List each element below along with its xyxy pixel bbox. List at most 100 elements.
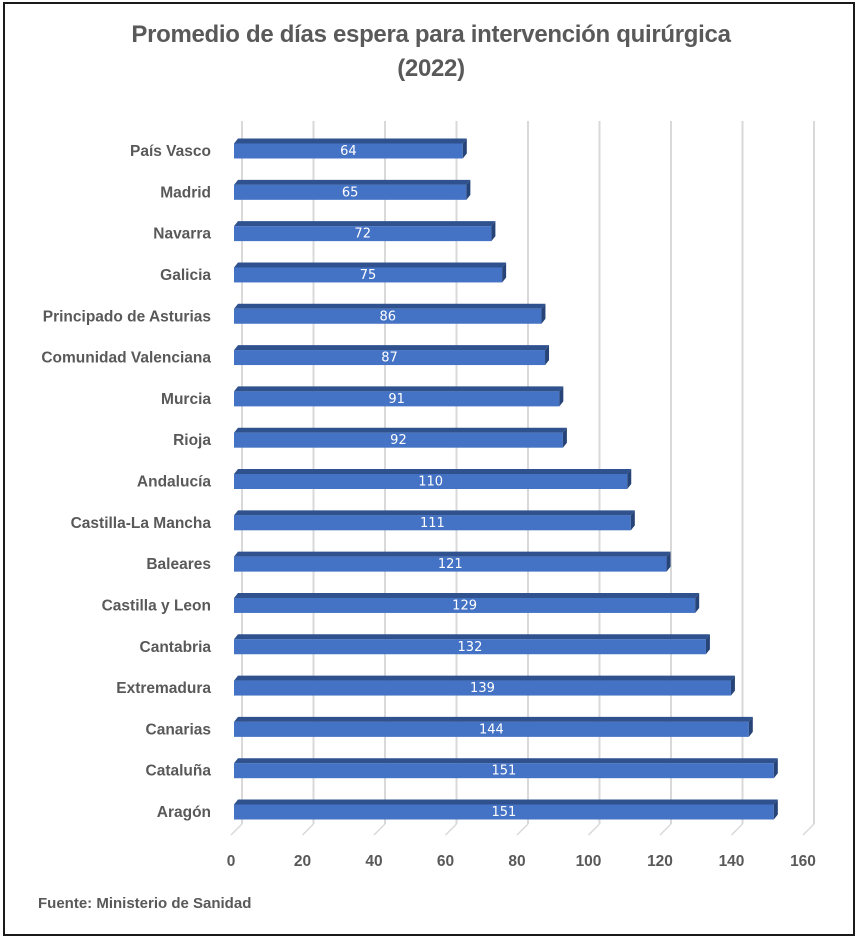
data-label: 139	[470, 681, 495, 696]
bar-front	[234, 639, 706, 655]
category-label: Galicia	[160, 267, 211, 284]
category-label: Andalucía	[137, 474, 211, 491]
category-label: Principado de Asturias	[43, 308, 211, 325]
bar: 129	[234, 592, 700, 613]
category-label: Comunidad Valenciana	[41, 350, 211, 367]
data-label: 75	[360, 268, 377, 283]
x-tick-label: 40	[365, 853, 382, 870]
chart-title-line1: Promedio de días espera para intervenció…	[131, 21, 731, 48]
bar: 111	[234, 510, 635, 531]
bar-top	[234, 799, 778, 805]
bar-top	[234, 510, 635, 516]
bar-side	[773, 758, 778, 779]
data-label: 144	[479, 722, 504, 737]
data-label: 151	[491, 805, 516, 820]
category-label: Navarra	[153, 226, 211, 243]
bar: 92	[234, 427, 567, 448]
bar: 87	[234, 345, 550, 366]
bar-front	[234, 267, 503, 283]
bar-front	[234, 556, 667, 572]
bar-front	[234, 721, 749, 737]
category-label: Castilla-La Mancha	[71, 515, 212, 532]
bar-side	[562, 427, 567, 448]
bar: 121	[234, 551, 671, 572]
bar-top	[234, 221, 496, 227]
bar: 72	[234, 221, 496, 242]
bar-side	[705, 634, 710, 655]
bar-side	[466, 179, 471, 200]
data-label: 87	[381, 351, 398, 366]
bar-side	[695, 592, 700, 613]
bar-front	[234, 308, 542, 324]
bar-side	[545, 345, 550, 366]
category-label: Madrid	[160, 184, 211, 201]
data-label: 111	[420, 516, 445, 531]
category-labels: País Vasco Madrid Navarra Galicia Principado…	[41, 143, 211, 821]
data-label: 91	[388, 392, 405, 407]
bar-front	[234, 350, 546, 366]
chart-title-line2: (2022)	[397, 55, 465, 82]
bar-side	[462, 138, 467, 159]
x-tick-label: 100	[576, 853, 602, 870]
floor-gridline	[373, 823, 386, 836]
data-label: 110	[418, 475, 443, 490]
bar-top	[234, 592, 700, 598]
x-tick-label: 140	[719, 853, 745, 870]
bar-top	[234, 758, 778, 764]
x-tick-label: 0	[227, 853, 236, 870]
data-label: 121	[438, 557, 463, 572]
x-tick-label: 80	[508, 853, 525, 870]
bar-side	[666, 551, 671, 572]
bar-top	[234, 469, 632, 474]
bar: 151	[234, 799, 778, 820]
bar-side	[773, 799, 778, 820]
bar-front	[234, 184, 467, 200]
category-label: Canarias	[146, 721, 211, 738]
bar-side	[491, 221, 496, 242]
bar-side	[748, 716, 753, 737]
bar-front	[234, 763, 774, 779]
bar-side	[559, 386, 564, 407]
bar-top	[234, 675, 735, 681]
bars: 64 65 72 75 86 87 91 92 110 111 121 129 132 139 144 151…	[234, 138, 778, 820]
chart-title: Promedio de días espera para intervenció…	[0, 18, 862, 86]
x-tick-labels: 0 20 40 60 80 100 120 140 160	[227, 853, 816, 870]
bar-side	[502, 262, 507, 283]
floor-gridline	[301, 823, 315, 836]
floor-gridline	[802, 823, 815, 836]
bar-top	[234, 551, 671, 557]
floor-gridline	[587, 823, 601, 836]
bar-side	[730, 675, 735, 696]
bar: 91	[234, 386, 564, 407]
bar-top	[234, 303, 546, 309]
bar-top	[234, 386, 564, 392]
bar-side	[630, 510, 635, 531]
x-tick-label: 120	[647, 853, 673, 870]
data-label: 65	[342, 185, 359, 200]
source-note: Fuente: Ministerio de Sanidad	[38, 895, 252, 912]
floor-gridline	[659, 823, 672, 836]
category-label: Extremadura	[116, 680, 211, 697]
data-label: 132	[458, 640, 483, 655]
bar: 151	[234, 758, 778, 779]
bar-top	[234, 138, 467, 144]
bar: 65	[234, 179, 471, 200]
bar-side	[627, 469, 632, 489]
bar-front	[234, 391, 560, 407]
floor-gridline	[444, 823, 458, 836]
x-tick-label: 20	[294, 853, 311, 870]
bar: 75	[234, 262, 507, 283]
x-tick-label: 60	[437, 853, 454, 870]
category-label: Rioja	[173, 432, 211, 449]
bar-top	[234, 179, 471, 185]
bar-top	[234, 262, 507, 268]
category-label: Castilla y Leon	[102, 597, 211, 614]
bar-top	[234, 345, 550, 351]
bar-front	[234, 597, 696, 613]
bar: 139	[234, 675, 735, 696]
bar: 64	[234, 138, 467, 159]
bar-front	[234, 680, 731, 696]
data-label: 86	[379, 309, 396, 324]
data-label: 72	[354, 227, 371, 242]
